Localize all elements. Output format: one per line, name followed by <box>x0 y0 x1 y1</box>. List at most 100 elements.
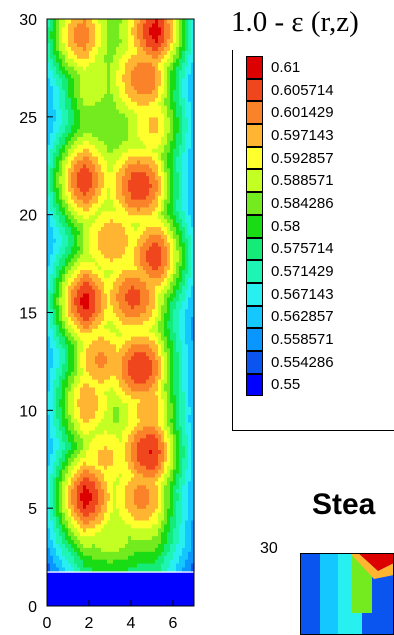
contour-cell <box>104 202 108 208</box>
contour-cell <box>86 238 90 243</box>
contour-cell <box>74 527 78 533</box>
contour-cell <box>182 359 186 364</box>
contour-cell <box>77 551 81 556</box>
contour-cell <box>173 371 177 376</box>
contour-cell <box>134 253 138 259</box>
contour-cell <box>101 199 105 204</box>
contour-cell <box>131 187 135 192</box>
contour-cell <box>62 531 66 537</box>
contour-cell <box>191 253 195 259</box>
contour-cell <box>116 465 120 470</box>
contour-cell <box>83 332 87 337</box>
contour-cell <box>143 187 147 192</box>
contour-cell <box>188 519 192 525</box>
contour-cell <box>188 214 192 220</box>
contour-cell <box>164 245 168 251</box>
contour-cell <box>59 367 63 372</box>
contour-cell <box>80 253 84 259</box>
contour-cell <box>131 562 135 568</box>
contour-cell <box>185 199 189 204</box>
contour-cell <box>74 425 78 431</box>
contour-cell <box>95 206 99 212</box>
contour-cell <box>101 414 105 419</box>
contour-cell <box>140 347 144 353</box>
contour-cell <box>107 488 111 494</box>
contour-cell <box>77 492 81 498</box>
contour-cell <box>80 433 84 439</box>
contour-cell <box>128 386 132 392</box>
contour-cell <box>176 324 180 329</box>
contour-cell <box>179 187 183 192</box>
contour-cell <box>146 410 150 415</box>
contour-cell <box>164 547 168 552</box>
contour-cell <box>125 261 129 267</box>
contour-cell <box>125 469 129 474</box>
contour-cell <box>68 218 72 224</box>
contour-cell <box>173 375 177 380</box>
contour-cell <box>158 253 162 259</box>
contour-cell <box>95 300 99 306</box>
contour-cell <box>83 551 87 556</box>
contour-cell <box>59 199 63 204</box>
contour-cell <box>86 496 90 501</box>
contour-cell <box>101 312 105 318</box>
contour-cell <box>110 555 114 560</box>
contour-cell <box>83 296 87 302</box>
contour-cell <box>170 453 174 458</box>
contour-cell <box>95 195 99 200</box>
contour-cell <box>140 183 144 188</box>
contour-cell <box>47 179 51 184</box>
contour-cell <box>137 269 141 274</box>
contour-cell <box>152 480 156 486</box>
contour-cell <box>176 379 180 384</box>
contour-cell <box>143 171 147 177</box>
contour-cell <box>62 191 66 196</box>
contour-cell <box>161 508 165 513</box>
contour-cell <box>77 292 81 298</box>
contour-cell <box>47 257 51 263</box>
contour-cell <box>152 367 156 372</box>
contour-cell <box>86 343 90 349</box>
contour-cell <box>92 465 96 470</box>
contour-cell <box>149 245 153 251</box>
contour-cell <box>176 500 180 505</box>
contour-cell <box>89 379 93 384</box>
contour-cell <box>77 265 81 271</box>
contour-cell <box>173 519 177 525</box>
contour-cell <box>155 496 159 501</box>
contour-cell <box>131 265 135 271</box>
contour-cell <box>95 371 99 376</box>
contour-cell <box>134 418 138 423</box>
contour-cell <box>140 386 144 392</box>
contour-cell <box>101 339 105 345</box>
contour-cell <box>137 261 141 267</box>
contour-cell <box>140 425 144 431</box>
contour-cell <box>80 504 84 509</box>
contour-cell <box>146 531 150 537</box>
contour-cell <box>62 363 66 368</box>
contour-cell <box>146 245 150 251</box>
contour-cell <box>149 515 153 521</box>
contour-cell <box>161 285 165 290</box>
contour-cell <box>185 226 189 231</box>
contour-cell <box>98 226 102 231</box>
contour-cell <box>107 527 111 533</box>
contour-cell <box>173 234 177 239</box>
contour-cell <box>128 347 132 353</box>
contour-cell <box>155 547 159 552</box>
contour-cell <box>86 347 90 353</box>
contour-cell <box>113 355 117 361</box>
contour-cell <box>89 242 93 247</box>
contour-cell <box>53 547 57 552</box>
contour-cell <box>89 480 93 486</box>
contour-cell <box>89 515 93 521</box>
contour-cell <box>125 551 129 556</box>
contour-cell <box>155 285 159 290</box>
contour-cell <box>104 379 108 384</box>
contour-cell <box>47 476 51 482</box>
contour-cell <box>110 214 114 220</box>
contour-cell <box>65 253 69 259</box>
contour-cell <box>110 195 114 200</box>
contour-cell <box>149 195 153 200</box>
contour-cell <box>143 371 147 376</box>
